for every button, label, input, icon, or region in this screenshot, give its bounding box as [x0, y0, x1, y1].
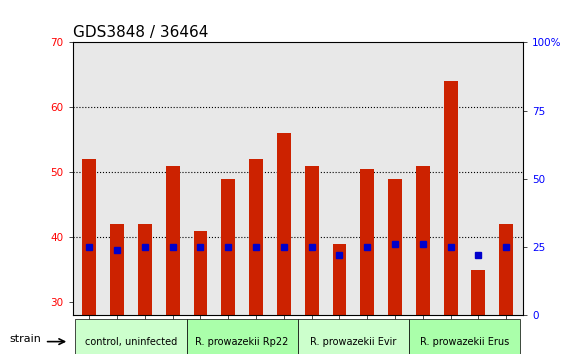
Bar	[249, 159, 263, 315]
Bar	[444, 81, 458, 315]
Text: control, uninfected: control, uninfected	[85, 337, 177, 347]
Bar	[110, 224, 124, 315]
Text: strain: strain	[10, 334, 42, 344]
Bar	[360, 169, 374, 315]
Bar	[388, 179, 402, 315]
Bar	[166, 166, 180, 315]
Bar	[76, 319, 187, 354]
Bar	[221, 179, 235, 315]
Bar	[499, 224, 513, 315]
Bar	[416, 166, 430, 315]
Bar	[332, 244, 346, 315]
Text: R. prowazekii Rp22: R. prowazekii Rp22	[195, 337, 289, 347]
Bar	[471, 270, 485, 315]
Bar	[193, 231, 207, 315]
Bar	[187, 319, 298, 354]
Text: R. prowazekii Evir: R. prowazekii Evir	[310, 337, 397, 347]
Bar	[138, 224, 152, 315]
Text: GDS3848 / 36464: GDS3848 / 36464	[73, 25, 208, 40]
Bar	[297, 319, 409, 354]
Bar	[409, 319, 520, 354]
Bar	[83, 159, 96, 315]
Bar	[277, 133, 291, 315]
Text: R. prowazekii Erus: R. prowazekii Erus	[420, 337, 509, 347]
Bar	[304, 166, 318, 315]
